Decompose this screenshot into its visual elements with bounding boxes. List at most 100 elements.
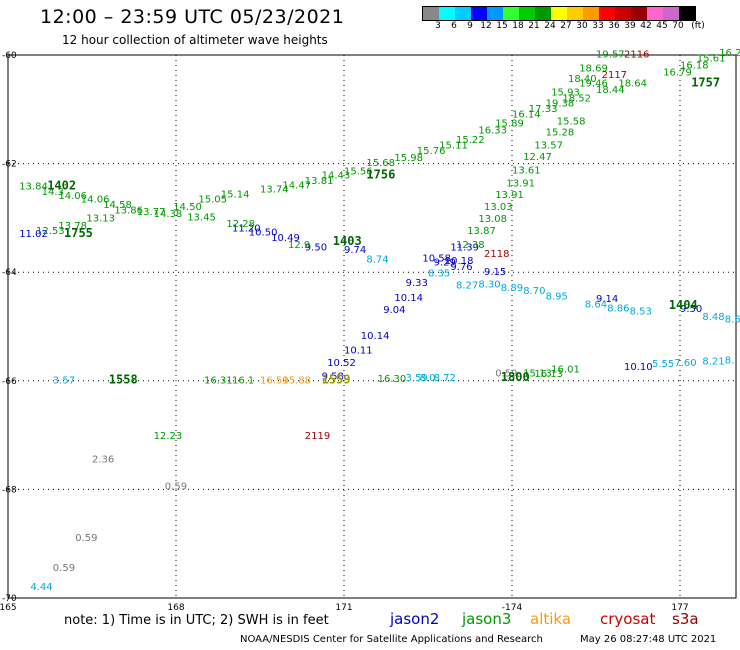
swh-value-jason2: 9.50 — [680, 304, 702, 315]
swh-value-jason2: 10.50 — [249, 227, 278, 238]
swh-value-jason3: 16.01 — [551, 365, 580, 376]
swh-value-jason3: 12.28 — [226, 219, 255, 230]
swh-value-jason2: 9.14 — [596, 294, 618, 305]
swh-value-jason3: 14.06 — [58, 191, 87, 202]
color-swatch — [503, 7, 519, 20]
color-swatch — [615, 7, 631, 20]
swh-value-jason3: 13.45 — [187, 213, 216, 224]
swh-value-cryosat: 2118 — [484, 249, 509, 260]
swh-value-jason2: 9.15 — [484, 267, 506, 278]
swh-value-jason2: 11.02 — [19, 229, 48, 240]
swh-value-other: 0.59 — [75, 533, 97, 544]
x-tick-label: 165 — [0, 603, 17, 613]
generated-timestamp: May 26 08:27:48 UTC 2021 — [580, 634, 717, 645]
swh-value-s3a: 8.30 — [478, 279, 500, 290]
swh-value-jason3: 16.79 — [663, 68, 692, 79]
color-swatch — [679, 7, 695, 20]
swh-value-s3a: 8.86 — [607, 303, 629, 314]
swh-value-jason3: 15.98 — [394, 153, 423, 164]
swh-value-s3a: 8.89 — [501, 283, 523, 294]
swh-value-jason3: 13.86 — [114, 206, 143, 217]
color-swatch — [423, 7, 439, 20]
color-swatch — [551, 7, 567, 20]
swh-value-jason3: 13.91 — [506, 178, 535, 189]
swh-value-jason3: 16.1 — [232, 376, 254, 387]
color-swatch — [535, 7, 551, 20]
swh-value-jason3: 14.47 — [282, 181, 311, 192]
y-tick-label: -70 — [2, 594, 17, 604]
swh-value-s3a: 8.27 — [456, 280, 478, 291]
swh-value-jason2: 10.11 — [344, 346, 373, 357]
swh-value-jason3: 13.03 — [484, 202, 513, 213]
swh-value-jason3: 18.64 — [618, 78, 647, 89]
swh-value-jason2: 9.74 — [344, 245, 366, 256]
color-swatch — [519, 7, 535, 20]
color-scale-bar — [422, 6, 696, 21]
page-title: 12:00 – 23:59 UTC 05/23/2021 — [40, 6, 345, 28]
swh-value-jason2: 10.14 — [394, 293, 423, 304]
swh-value-other: 0.59 — [53, 563, 75, 574]
swh-value-jason3: 15.13 — [523, 368, 552, 379]
color-swatch — [455, 7, 471, 20]
swh-value-jason3: 15.22 — [456, 135, 485, 146]
legend-s3a: s3a — [672, 610, 699, 628]
swh-value-s3a: 3.57 — [53, 376, 75, 387]
color-scale-label: 6 — [451, 21, 457, 31]
swh-value-other: 0.59 — [165, 481, 187, 492]
swh-value-jason3: 19.57 — [596, 50, 625, 61]
x-tick-label: 171 — [335, 603, 352, 613]
swh-value-s3a: 8.0 — [420, 373, 436, 384]
swh-value-jason3: 13.08 — [478, 214, 507, 225]
swh-value-jason3: 12.9 — [288, 240, 310, 251]
swh-value-s3a: 8. — [725, 355, 735, 366]
color-scale-label: 24 — [544, 21, 556, 31]
legend-jason2: jason2 — [390, 610, 440, 628]
color-scale-label: 3 — [435, 21, 441, 31]
swh-value-jason3: 15.14 — [221, 189, 250, 200]
swh-value-s3a: 8.74 — [366, 254, 388, 265]
swh-value-other: 0.59 — [495, 368, 517, 379]
x-tick-label: 177 — [671, 603, 688, 613]
color-swatch — [647, 7, 663, 20]
color-scale-label: 21 — [528, 21, 540, 31]
swh-value-jason3: 15.93 — [551, 88, 580, 99]
pass-time-label: 1757 — [691, 75, 720, 89]
swh-value-jason3: 16.27 — [719, 48, 740, 59]
color-scale-label: 70 — [672, 21, 684, 31]
y-tick-label: -64 — [2, 268, 17, 278]
swh-value-jason3: 15.76 — [417, 146, 446, 157]
swh-value-jason3: 13.61 — [512, 165, 541, 176]
swh-value-jason3: 15.56 — [344, 166, 373, 177]
swh-value-jason3: 18.52 — [562, 94, 591, 105]
swh-value-s3a: 8.64 — [585, 299, 607, 310]
y-tick-label: -66 — [2, 377, 17, 387]
swh-value-jason3: 16.18 — [680, 61, 709, 72]
swh-value-jason3: 13.78 — [58, 221, 87, 232]
color-swatch — [663, 7, 679, 20]
swh-value-cryosat: 2117 — [602, 70, 627, 81]
swh-value-jason2: 9.33 — [406, 278, 428, 289]
swh-value-jason3: 16.30 — [378, 374, 407, 385]
legend-cryosat: cryosat — [600, 610, 656, 628]
swh-value-jason2: 9.29 — [434, 258, 456, 269]
swh-value-jason3: 15.11 — [439, 140, 468, 151]
x-tick-label: 168 — [167, 603, 184, 613]
swh-value-jason3: 15.68 — [366, 158, 395, 169]
swh-value-other: 2.36 — [92, 454, 114, 465]
swh-value-jason3: 12.23 — [154, 431, 183, 442]
legend-altika: altika — [530, 610, 572, 628]
swh-value-jason3: 14.38 — [154, 209, 183, 220]
color-scale-label: 15 — [496, 21, 508, 31]
swh-value-jason3: 16.31 — [204, 376, 233, 387]
swh-value-jason2: 10.14 — [361, 331, 390, 342]
swh-value-jason2: 10.52 — [327, 358, 356, 369]
color-scale-label: 18 — [512, 21, 524, 31]
swh-value-jason3: 12.53 — [36, 226, 65, 237]
color-scale-label: 36 — [608, 21, 620, 31]
swh-value-s3a: 8.70 — [523, 286, 545, 297]
swh-value-jason3: 16.33 — [478, 126, 507, 137]
page-subtitle: 12 hour collection of altimeter wave hei… — [62, 33, 328, 47]
color-swatch — [471, 7, 487, 20]
swh-value-jason3: 18.40 — [568, 74, 597, 85]
pass-time-label: 1559 — [322, 373, 351, 387]
